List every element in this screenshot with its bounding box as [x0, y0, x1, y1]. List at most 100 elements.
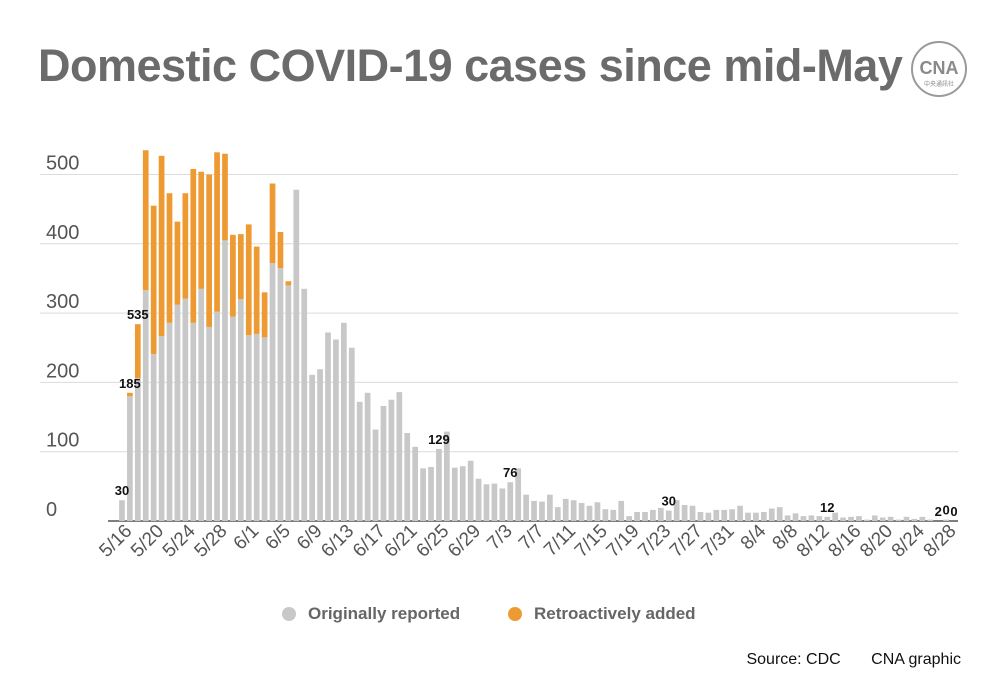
- bar-originally-reported: [261, 337, 268, 521]
- bar-originally-reported: [451, 467, 458, 521]
- x-tick-label: 7/19: [603, 521, 644, 562]
- bar-retroactively-added: [142, 150, 149, 291]
- x-tick-label: 7/27: [666, 521, 707, 562]
- cna-logo-icon: CNA 中央通訊社: [911, 41, 967, 97]
- data-label: 30: [662, 494, 676, 509]
- bar-originally-reported: [412, 446, 419, 521]
- bar-originally-reported: [523, 494, 529, 521]
- data-labels: 30 185 535 129 76 30 12 2 0 0: [115, 307, 958, 519]
- x-tick-label: 7/3: [483, 521, 517, 555]
- bar-originally-reported: [475, 478, 482, 521]
- bar-originally-reported: [483, 484, 490, 521]
- bar-originally-reported: [784, 515, 791, 521]
- bar-originally-reported: [174, 304, 181, 521]
- legend-swatch-originally-reported: [282, 607, 296, 621]
- data-label: 76: [503, 465, 517, 480]
- bar-originally-reported: [753, 512, 759, 521]
- bar-originally-reported: [832, 512, 839, 521]
- bar-retroactively-added: [245, 224, 252, 336]
- bar-originally-reported: [745, 512, 751, 521]
- bar-originally-reported: [697, 511, 704, 521]
- data-label: 0: [950, 504, 957, 519]
- x-tick-label: 6/5: [261, 521, 295, 555]
- bar-originally-reported: [856, 516, 862, 521]
- bar-retroactively-added: [127, 392, 133, 397]
- bar-retroactively-added: [214, 152, 220, 312]
- bar-originally-reported: [467, 460, 474, 521]
- x-tick-label: 7/15: [571, 521, 612, 562]
- bar-originally-reported: [808, 515, 815, 521]
- data-label: 0: [942, 503, 949, 518]
- bar-originally-reported: [586, 505, 593, 521]
- bar-originally-reported: [919, 516, 926, 521]
- x-tick-label: 5/28: [191, 521, 232, 562]
- data-label: 185: [119, 376, 141, 391]
- bar-series: [119, 150, 949, 521]
- data-label: 30: [115, 483, 129, 498]
- bar-originally-reported: [444, 431, 450, 521]
- bar-originally-reported: [903, 516, 910, 521]
- data-label: 535: [127, 307, 149, 322]
- bar-originally-reported: [792, 513, 799, 521]
- bar-originally-reported: [404, 432, 411, 521]
- bar-originally-reported: [269, 263, 276, 521]
- bar-originally-reported: [325, 332, 331, 521]
- bar-retroactively-added: [230, 234, 236, 317]
- x-tick-label: 7/23: [634, 521, 675, 562]
- bar-originally-reported: [871, 515, 878, 521]
- legend-label-originally-reported: Originally reported: [308, 604, 461, 623]
- logo-subtext: 中央通訊社: [924, 80, 954, 88]
- bar-retroactively-added: [198, 171, 205, 289]
- bar-originally-reported: [673, 500, 680, 521]
- bar-originally-reported: [879, 517, 886, 521]
- bar-originally-reported: [689, 505, 696, 521]
- bar-originally-reported: [333, 339, 339, 521]
- bar-originally-reported: [119, 500, 125, 521]
- bar-retroactively-added: [134, 324, 141, 379]
- bar-originally-reported: [420, 468, 426, 521]
- bar-originally-reported: [436, 448, 442, 521]
- bar-originally-reported: [547, 494, 553, 521]
- bar-originally-reported: [800, 516, 807, 521]
- source-note: Source: CDC: [746, 651, 841, 668]
- x-tick-label: 5/24: [159, 520, 200, 561]
- logo-text: CNA: [920, 58, 959, 78]
- bar-originally-reported: [539, 501, 545, 521]
- bar-originally-reported: [927, 519, 934, 521]
- bar-originally-reported: [895, 519, 902, 521]
- bar-originally-reported: [554, 507, 561, 521]
- bar-retroactively-added: [182, 193, 189, 299]
- bar-originally-reported: [642, 511, 648, 521]
- bar-originally-reported: [713, 509, 720, 521]
- bar-originally-reported: [887, 516, 894, 521]
- bar-originally-reported: [705, 512, 712, 521]
- bar-originally-reported: [158, 335, 165, 521]
- y-axis-labels: 0 100 200 300 400 500: [46, 153, 79, 522]
- bar-retroactively-added: [174, 221, 181, 305]
- x-tick-label: 6/1: [230, 521, 264, 555]
- bar-originally-reported: [657, 507, 664, 521]
- data-label: 2: [935, 504, 942, 519]
- chart-title: Domestic COVID-19 cases since mid-May: [38, 40, 903, 91]
- bar-originally-reported: [570, 500, 577, 521]
- x-tick-label: 8/28: [920, 521, 961, 562]
- bar-originally-reported: [301, 288, 308, 521]
- bar-originally-reported: [317, 369, 323, 521]
- x-tick-label: 6/17: [349, 521, 390, 562]
- bar-originally-reported: [309, 374, 316, 521]
- bar-originally-reported: [911, 518, 918, 521]
- bar-originally-reported: [214, 311, 220, 521]
- bar-originally-reported: [293, 189, 300, 521]
- bar-retroactively-added: [206, 174, 212, 327]
- bar-originally-reported: [277, 268, 284, 521]
- bar-originally-reported: [610, 509, 617, 521]
- bar-retroactively-added: [269, 183, 276, 264]
- bar-originally-reported: [182, 298, 189, 521]
- x-tick-label: 8/24: [888, 520, 929, 561]
- x-tick-label: 6/29: [444, 521, 485, 562]
- bar-originally-reported: [760, 511, 767, 521]
- bar-originally-reported: [150, 353, 157, 521]
- bar-originally-reported: [618, 500, 625, 521]
- bar-originally-reported: [372, 429, 379, 521]
